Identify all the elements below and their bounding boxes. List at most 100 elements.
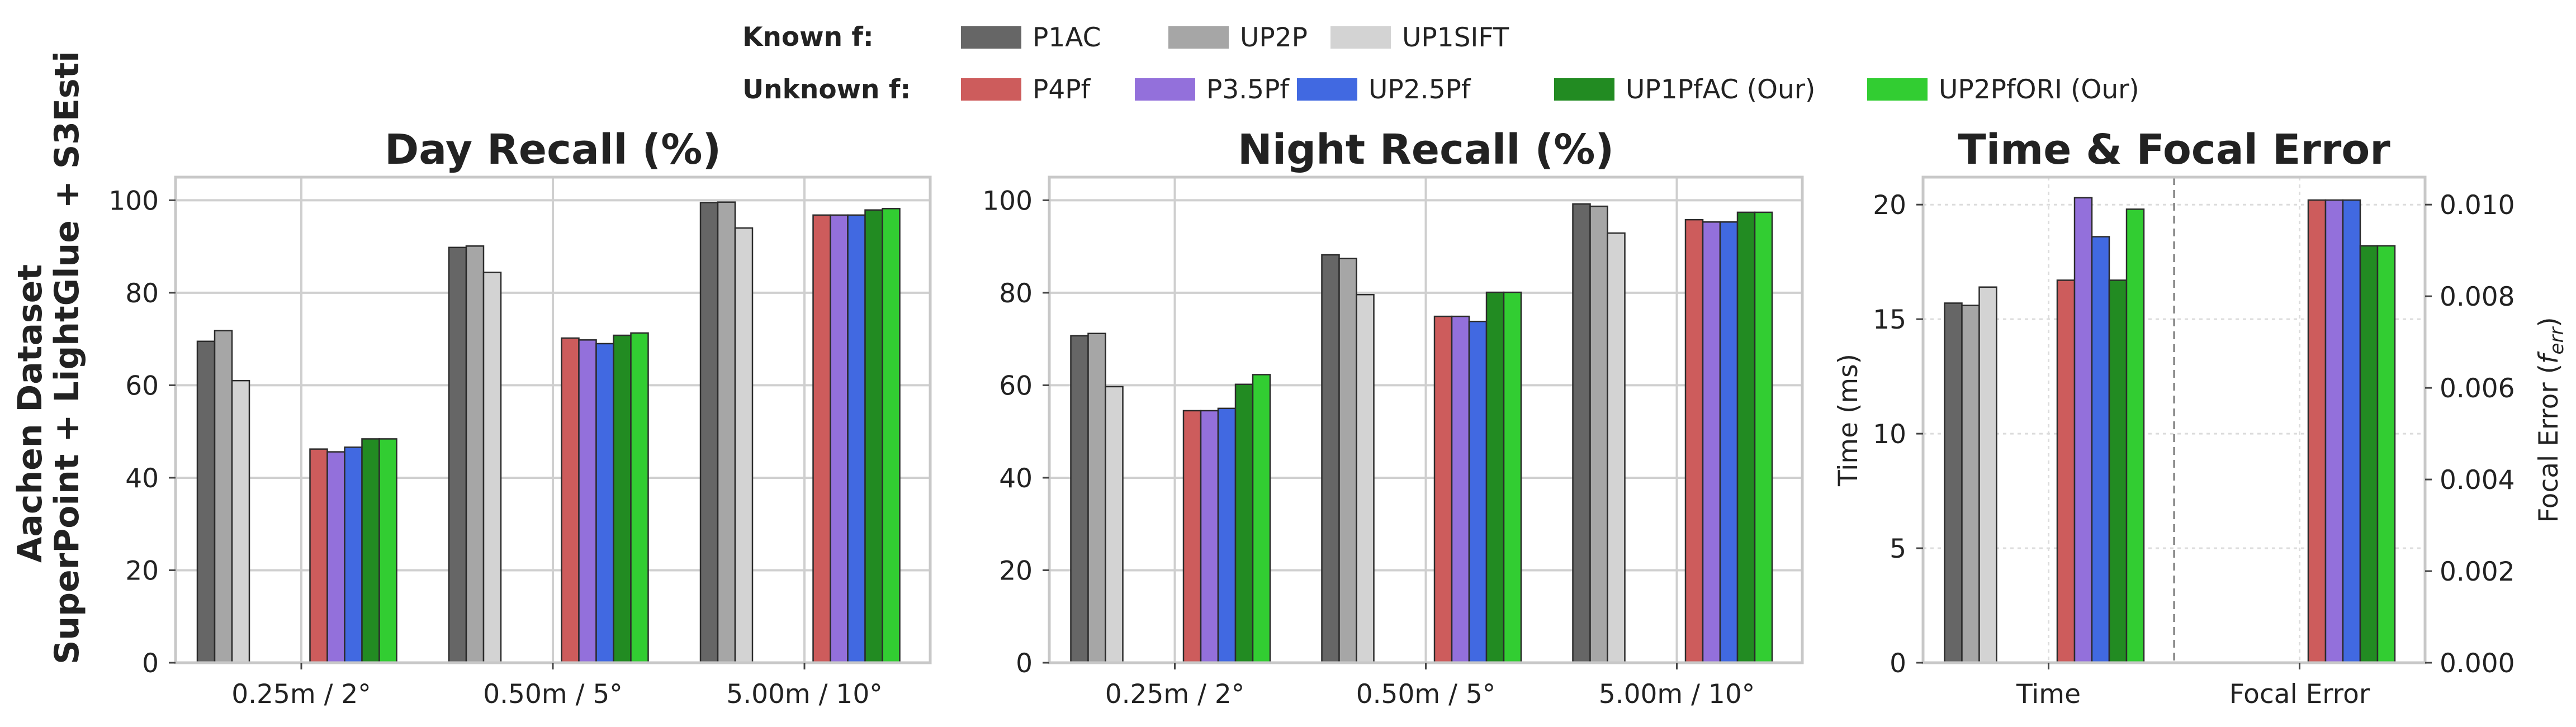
y-right-tick-label: 0.004 <box>2440 465 2515 496</box>
bar-p3-5pf-3 <box>830 214 849 664</box>
legend-entry-label: UP2P <box>1240 22 1308 53</box>
row-label-line2: SuperPoint + LightGlue + S3Esti <box>48 51 87 664</box>
bar-p1ac-3 <box>1572 203 1591 664</box>
legend-known-label: Known f: <box>742 22 874 53</box>
chart-title: Day Recall (%) <box>385 126 721 174</box>
bar-up2-5pf-1 <box>344 446 363 664</box>
bar-up2pfori-our--1 <box>378 438 397 664</box>
bar-p4pf-1 <box>1182 410 1202 664</box>
legend-swatch <box>1168 26 1229 49</box>
legend-swatch <box>961 78 1021 101</box>
legend-swatch <box>1297 78 1357 101</box>
bar-up1sift-3 <box>1607 232 1626 664</box>
bar-up1sift-2 <box>1356 293 1375 664</box>
bar-p4pf-1 <box>2056 279 2076 664</box>
bar-up1pfac-our--3 <box>864 209 883 664</box>
legend-entry-label: UP1PfAC (Our) <box>1626 74 1815 105</box>
y-right-tick-label: 0.002 <box>2440 557 2515 587</box>
y-tick-label: 20 <box>999 555 1033 586</box>
y-axis-label: Time (ms) <box>1833 354 1864 487</box>
legend-swatch <box>1554 78 1614 101</box>
bar-up2pfori-our--1 <box>1252 374 1271 664</box>
bar-p3-5pf-2 <box>578 339 597 664</box>
legend-unknown-label: Unknown f: <box>742 74 911 105</box>
legend-entry-label: UP1SIFT <box>1402 22 1509 53</box>
bar-p4pf-2 <box>2307 199 2327 664</box>
bar-up2pfori-our--2 <box>630 332 649 664</box>
legend-swatch <box>1135 78 1195 101</box>
bar-up2-5pf-2 <box>1468 320 1488 664</box>
legend-entry-label: UP2.5Pf <box>1368 74 1471 105</box>
bar-up2-5pf-2 <box>2342 199 2361 664</box>
x-tick-label: 5.00m / 10° <box>1599 679 1755 710</box>
bar-up1pfac-our--2 <box>613 334 632 664</box>
x-tick-label: 0.25m / 2° <box>231 679 371 710</box>
y-tick-label: 40 <box>999 463 1033 494</box>
bar-p4pf-2 <box>561 337 580 664</box>
legend-swatch <box>1330 26 1391 49</box>
bar-p1ac-1 <box>1944 302 1963 664</box>
bar-up2-5pf-1 <box>1217 407 1237 664</box>
bar-p4pf-2 <box>1433 315 1453 664</box>
y-tick-label: 100 <box>108 186 159 216</box>
y-tick-label: 100 <box>982 186 1033 216</box>
y-tick-label: 0 <box>1890 648 1906 679</box>
bar-up1sift-1 <box>231 379 250 664</box>
y-tick-label: 20 <box>125 555 159 586</box>
bar-p3-5pf-2 <box>2324 199 2344 664</box>
bar-up2pfori-our--3 <box>1754 211 1773 664</box>
y-tick-label: 60 <box>999 370 1033 401</box>
legend-swatch <box>961 26 1021 49</box>
night-recall-panel: Night Recall (%) 0 20 40 60 80 100 0.25m / 2° 0.… <box>982 126 1804 710</box>
y-right-tick-label: 0.008 <box>2440 282 2515 312</box>
bar-p4pf-3 <box>812 214 831 664</box>
chart-title: Night Recall (%) <box>1238 126 1614 174</box>
row-label-line1: Aachen Dataset <box>11 264 50 563</box>
bar-p3-5pf-3 <box>1702 221 1721 664</box>
bar-p1ac-1 <box>196 340 216 664</box>
bar-up2pfori-our--2 <box>2376 245 2396 664</box>
y-right-tick-label: 0.006 <box>2440 373 2515 404</box>
time-focal-panel: Time & Focal Error 0 5 10 15 20 Time Focal Erro… <box>1833 126 2568 710</box>
y-right-axis-label: Focal Error (ferr) <box>2534 317 2568 522</box>
x-tick-label: 5.00m / 10° <box>726 679 882 710</box>
x-tick-label: Time <box>2016 679 2081 710</box>
bar-p3-5pf-1 <box>326 451 345 664</box>
bar-up2pfori-our--1 <box>2125 208 2145 664</box>
bar-up2p-1 <box>1961 305 1980 664</box>
legend-entry-label: P4Pf <box>1033 74 1091 105</box>
bar-p3-5pf-2 <box>1451 315 1470 664</box>
bar-up2pfori-our--3 <box>882 208 901 664</box>
bar-up2pfori-our--2 <box>1503 291 1522 664</box>
bar-p4pf-3 <box>1684 218 1704 664</box>
y-tick-label: 0 <box>1016 648 1033 679</box>
bar-up2p-1 <box>214 330 233 664</box>
bar-up2-5pf-3 <box>847 214 866 664</box>
y-tick-label: 40 <box>125 463 159 494</box>
y-tick-label: 5 <box>1890 534 1906 564</box>
y-tick-label: 0 <box>142 648 159 679</box>
x-tick-label: 0.25m / 2° <box>1105 679 1245 710</box>
legend-entry-label: P3.5Pf <box>1206 74 1290 105</box>
legend-entry-label: UP2PfORI (Our) <box>1939 74 2139 105</box>
y-tick-label: 20 <box>1873 190 1906 221</box>
bar-up2-5pf-2 <box>595 343 614 664</box>
bar-up2p-3 <box>1589 205 1608 664</box>
bar-p1ac-3 <box>699 202 719 664</box>
bar-up1pfac-our--2 <box>1485 291 1505 664</box>
bar-p3-5pf-1 <box>1200 410 1219 664</box>
legend: Known f: Unknown f: P1AC UP2P UP1SIFT P4Pf P3.… <box>742 22 2139 105</box>
y-tick-label: 15 <box>1873 305 1906 335</box>
bar-up1pfac-our--2 <box>2359 245 2379 664</box>
bar-up2p-2 <box>1338 258 1357 664</box>
plot-frame <box>1921 175 2427 664</box>
y-tick-label: 10 <box>1873 419 1906 450</box>
legend-swatch <box>1867 78 1928 101</box>
bar-p4pf-1 <box>309 448 328 664</box>
bar-up2-5pf-1 <box>2091 236 2110 664</box>
bar-up2p-1 <box>1087 332 1106 664</box>
bar-up1pfac-our--1 <box>361 438 380 664</box>
bar-up1sift-1 <box>1978 286 1997 664</box>
